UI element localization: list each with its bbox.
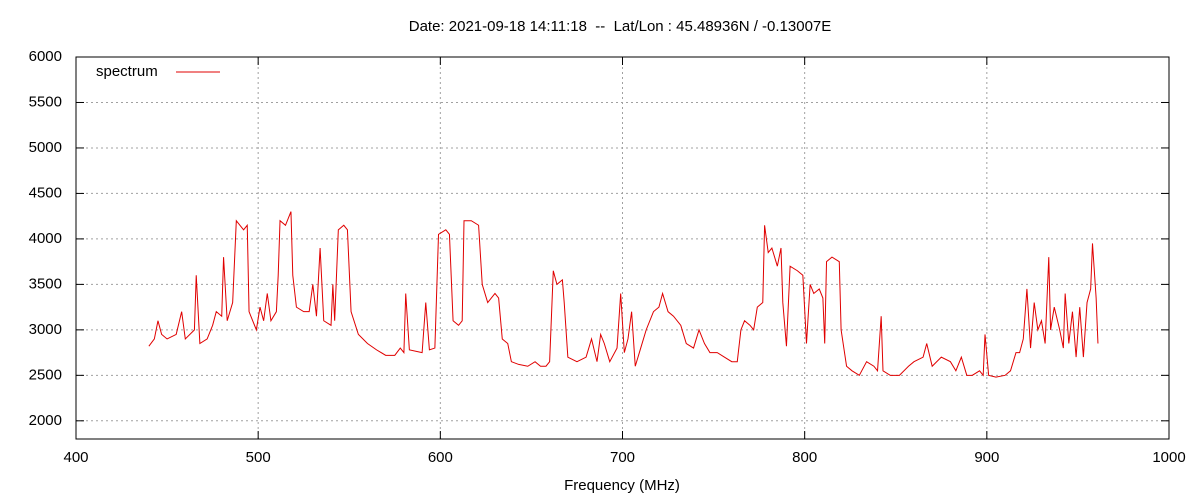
y-tick-label: 6000	[29, 48, 62, 65]
x-tick-label: 800	[792, 449, 817, 466]
y-tick-label: 4000	[29, 230, 62, 247]
plot-border	[75, 56, 1170, 440]
y-tick-label: 3000	[29, 321, 62, 338]
y-tick-label: 4500	[29, 184, 62, 201]
x-tick-label: 700	[610, 449, 635, 466]
y-tick-label: 2500	[29, 366, 62, 383]
chart-title: Date: 2021-09-18 14:11:18 -- Lat/Lon : 4…	[409, 18, 832, 35]
x-axis-label: Frequency (MHz)	[564, 477, 680, 494]
y-tick-label: 5000	[29, 139, 62, 156]
spectrum-line	[148, 211, 1099, 378]
x-tick-label: 600	[428, 449, 453, 466]
x-tick-label: 1000	[1152, 449, 1185, 466]
y-tick-label: 5500	[29, 93, 62, 110]
legend-label: spectrum	[96, 63, 158, 80]
x-tick-label: 900	[974, 449, 999, 466]
y-tick-label: 3500	[29, 275, 62, 292]
y-tick-label: 2000	[29, 412, 62, 429]
x-tick-label: 500	[246, 449, 271, 466]
x-tick-label: 400	[63, 449, 88, 466]
